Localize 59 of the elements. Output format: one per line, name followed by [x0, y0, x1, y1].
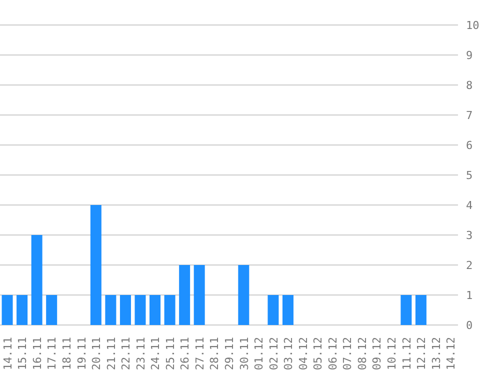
x-tick-label: 09.12 — [370, 337, 384, 370]
bar — [105, 295, 116, 325]
bar — [179, 265, 190, 325]
bar — [120, 295, 131, 325]
x-tick-label: 26.11 — [178, 337, 192, 370]
x-tick-label: 08.12 — [356, 337, 369, 370]
x-tick-label: 04.12 — [296, 337, 310, 370]
x-tick-label: 28.11 — [208, 337, 222, 370]
bar — [16, 295, 28, 325]
x-tick-label: 03.12 — [282, 337, 296, 370]
bar — [2, 295, 13, 325]
x-tick-label: 25.11 — [164, 337, 177, 370]
bar — [238, 265, 250, 325]
x-tick-label: 23.11 — [134, 337, 148, 370]
x-tick-label: 19.11 — [75, 337, 88, 370]
x-tick-label: 27.11 — [193, 337, 206, 370]
x-tick-label: 05.12 — [312, 337, 325, 370]
y-tick-label: 9 — [466, 48, 473, 62]
x-tick-label: 02.12 — [267, 337, 280, 370]
bar — [90, 205, 102, 325]
x-tick-label: 30.11 — [238, 337, 251, 370]
bar — [164, 295, 176, 325]
x-tick-label: 18.11 — [60, 337, 74, 370]
bar — [134, 295, 146, 325]
x-tick-label: 06.12 — [326, 337, 340, 370]
bar — [415, 295, 426, 325]
x-tick-label: 20.11 — [90, 337, 104, 370]
y-tick-label: 0 — [466, 318, 473, 332]
bar — [400, 295, 412, 325]
x-tick-label: 12.12 — [415, 337, 428, 370]
y-tick-label: 4 — [466, 198, 473, 212]
y-tick-label: 3 — [466, 228, 473, 242]
x-tick-label: 16.11 — [30, 337, 44, 370]
bar — [268, 295, 279, 325]
x-tick-label: 10.12 — [386, 337, 399, 370]
bar — [46, 295, 58, 325]
y-tick-label: 10 — [466, 18, 480, 32]
x-tick-label: 21.11 — [104, 337, 118, 370]
x-tick-label: 01.12 — [252, 337, 266, 370]
y-tick-label: 2 — [466, 258, 473, 272]
bar — [31, 235, 42, 325]
x-tick-label: 11.12 — [400, 337, 414, 370]
x-tick-label: 13.12 — [430, 337, 443, 370]
y-tick-label: 6 — [466, 138, 473, 152]
y-tick-label: 8 — [466, 78, 473, 92]
y-tick-label: 5 — [466, 168, 473, 182]
x-tick-label: 29.11 — [223, 337, 236, 370]
y-tick-label: 7 — [466, 108, 473, 122]
bar — [194, 265, 205, 325]
x-tick-label: 15.11 — [16, 337, 30, 370]
y-tick-label: 1 — [466, 288, 473, 302]
x-tick-label: 24.11 — [149, 337, 162, 370]
x-tick-label: 14.12 — [444, 337, 458, 370]
x-tick-label: 14.11 — [1, 337, 14, 370]
x-tick-label: 07.12 — [341, 337, 354, 370]
bar — [282, 295, 294, 325]
bar — [150, 295, 161, 325]
x-tick-label: 22.11 — [120, 337, 133, 370]
x-tick-label: 17.11 — [46, 337, 59, 370]
